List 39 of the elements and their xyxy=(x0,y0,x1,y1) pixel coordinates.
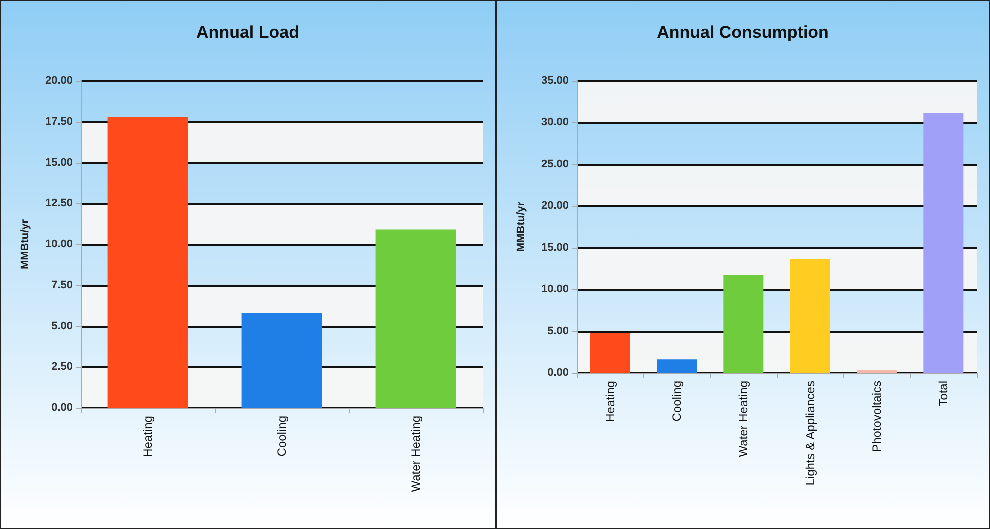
y-tick-label: 12.50 xyxy=(45,198,73,210)
x-tick-label: Water Heating xyxy=(409,416,423,492)
bar xyxy=(924,114,964,373)
y-tick-label: 20.00 xyxy=(541,200,569,212)
y-tick-label: 17.50 xyxy=(45,116,73,128)
bar xyxy=(790,260,830,373)
chart-title: Annual Load xyxy=(196,23,300,42)
x-tick-label: Total xyxy=(936,381,951,406)
y-tick-label: 7.50 xyxy=(52,279,73,292)
bar xyxy=(857,370,897,373)
y-axis-title: MMBtu/yr xyxy=(516,201,528,252)
y-tick-label: 0.00 xyxy=(52,402,73,414)
bar xyxy=(242,313,322,408)
x-tick-label: Heating xyxy=(603,381,618,422)
y-tick-label: 2.50 xyxy=(52,361,73,374)
chart-title: Annual Consumption xyxy=(657,23,829,42)
x-tick-label: Water Heating xyxy=(736,381,751,458)
bar xyxy=(724,275,764,373)
bar xyxy=(108,116,188,408)
bar xyxy=(657,360,697,373)
y-tick-label: 35.00 xyxy=(541,75,569,87)
y-tick-label: 15.00 xyxy=(45,156,73,169)
y-tick-label: 5.00 xyxy=(52,320,73,332)
x-tick-label: Heating xyxy=(141,416,155,458)
x-tick-label: Cooling xyxy=(670,381,684,422)
x-tick-label: Photovoltaics xyxy=(870,381,884,452)
y-tick-label: 15.00 xyxy=(541,242,569,254)
y-tick-label: 25.00 xyxy=(541,158,569,170)
x-tick-label: Cooling xyxy=(275,416,289,457)
bar xyxy=(376,230,456,408)
y-tick-label: 20.00 xyxy=(45,75,73,87)
x-tick-label: Lights & Appliances xyxy=(803,381,818,486)
y-tick-label: 30.00 xyxy=(541,116,569,129)
y-tick-label: 10.00 xyxy=(541,284,569,296)
bar xyxy=(590,332,630,373)
y-tick-label: 5.00 xyxy=(548,325,569,338)
y-tick-label: 10.00 xyxy=(45,238,73,250)
y-tick-label: 0.00 xyxy=(548,367,569,379)
y-axis-title: MMBtu/yr xyxy=(20,218,32,270)
